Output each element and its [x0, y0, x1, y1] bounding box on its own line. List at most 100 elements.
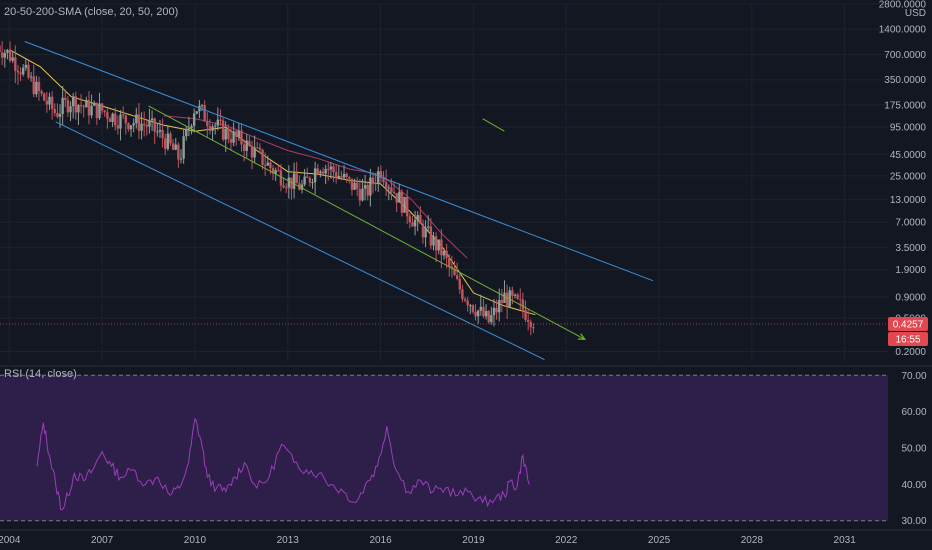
candle-body — [219, 119, 222, 121]
candle-body — [282, 185, 285, 188]
candle-body — [498, 300, 501, 313]
candle-body — [274, 170, 277, 174]
candle-body — [313, 168, 317, 183]
candle-body — [408, 216, 412, 223]
candle-body — [285, 187, 288, 189]
candles — [0, 39, 535, 336]
candle-body — [500, 300, 504, 303]
candle-body — [390, 187, 393, 192]
candle-body — [413, 219, 417, 227]
candle-body — [27, 64, 30, 78]
candle-body — [40, 91, 43, 94]
candle-body — [192, 113, 196, 126]
trendline-channel-lower[interactable] — [55, 121, 545, 361]
candle-body — [224, 128, 227, 140]
candle-body — [377, 171, 380, 184]
time-axis-label: 2022 — [555, 535, 578, 546]
candle-body — [169, 133, 172, 144]
candle-body — [235, 131, 238, 137]
candle-body — [116, 125, 120, 129]
candle-body — [398, 191, 401, 203]
candle-body — [358, 189, 362, 201]
candle-body — [384, 182, 388, 189]
price-axis-label: 2800.0000 — [879, 0, 927, 11]
countdown-background — [888, 332, 928, 347]
candle-body — [137, 114, 141, 131]
price-axis[interactable]: USD 2800.0000 1400.0000 700.0000 350.0000 17… — [879, 0, 928, 358]
rsi-pane[interactable]: RSI (14, close) — [0, 368, 888, 522]
candle-body — [453, 268, 456, 276]
candle-body — [450, 266, 454, 269]
candle-body — [269, 162, 272, 169]
currency-label: USD — [905, 8, 926, 19]
candle-body — [19, 72, 22, 75]
candle-body — [503, 292, 506, 303]
candle-body — [432, 236, 435, 246]
candle-body — [185, 128, 188, 137]
candle-body — [474, 311, 477, 317]
candle-body — [135, 114, 138, 124]
time-axis[interactable]: 2004 2007 2010 2013 2016 2019 2022 2025 2028 2031 — [0, 535, 856, 546]
candle-body — [45, 100, 49, 105]
candle-body — [266, 162, 269, 166]
time-axis-label: 2004 — [0, 535, 21, 546]
candle-body — [379, 171, 383, 178]
price-pane[interactable]: 20-50-200-SMA (close, 20, 50, 200) — [0, 3, 888, 362]
candle-body — [277, 170, 280, 172]
candle-body — [106, 112, 109, 119]
sma-indicator-label[interactable]: 20-50-200-SMA (close, 20, 50, 200) — [4, 6, 178, 18]
candle-body — [429, 226, 433, 246]
price-axis-label: 0.9000 — [895, 292, 926, 303]
candle-body — [87, 100, 91, 116]
countdown-label: 16:55 — [895, 335, 920, 346]
trendline-midline[interactable] — [148, 105, 586, 340]
candle-body — [242, 144, 246, 151]
candle-body — [287, 177, 291, 188]
candle-body — [3, 52, 6, 58]
candle-body — [43, 93, 46, 101]
candle-body — [114, 113, 117, 126]
candle-body — [324, 168, 327, 174]
candle-body — [448, 257, 451, 267]
candle-body — [482, 306, 485, 317]
candle-body — [421, 223, 425, 238]
candle-body — [434, 236, 438, 251]
rsi-axis-label: 70.00 — [901, 371, 926, 382]
rsi-axis-label: 40.00 — [901, 480, 926, 491]
candle-body — [248, 140, 251, 146]
price-grid — [0, 3, 888, 362]
candle-body — [479, 306, 483, 311]
candle-body — [471, 305, 475, 312]
candle-body — [103, 110, 106, 113]
candle-body — [487, 310, 490, 323]
candle-body — [463, 299, 467, 301]
candle-body — [150, 118, 154, 121]
candle-body — [366, 185, 369, 196]
candle-body — [71, 96, 75, 107]
candle-body — [11, 57, 14, 61]
rsi-axis-labels: 70.00 60.00 50.00 40.00 30.00 — [901, 371, 926, 527]
candle-body — [14, 57, 17, 71]
candle-body — [64, 97, 67, 101]
candle-body — [403, 196, 406, 213]
candle-body — [182, 136, 185, 159]
candle-body — [127, 123, 130, 130]
candle-body — [495, 307, 498, 313]
candle-body — [79, 105, 83, 107]
candle-body — [208, 126, 212, 131]
trendline-channel-upper[interactable] — [24, 41, 654, 282]
trendline-short-segment[interactable] — [482, 118, 505, 132]
candle-body — [511, 290, 514, 296]
rsi-indicator-label[interactable]: RSI (14, close) — [4, 368, 77, 380]
candle-body — [77, 105, 80, 113]
candle-body — [350, 178, 354, 190]
candle-body — [400, 191, 404, 213]
rsi-band-fill — [0, 375, 888, 521]
candle-body — [190, 125, 193, 129]
candle-body — [206, 121, 209, 127]
candle-body — [142, 123, 146, 126]
candle-body — [306, 176, 309, 178]
candle-body — [153, 118, 156, 132]
trendlines[interactable] — [24, 41, 654, 361]
